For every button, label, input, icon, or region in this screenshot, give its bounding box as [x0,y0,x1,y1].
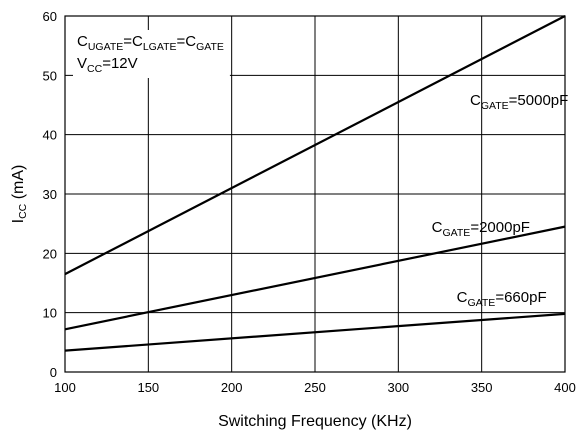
x-tick-label: 200 [221,380,243,395]
tick-labels: 100 150 200 250 300 350 400 0 10 20 30 40 50 60 [43,9,576,395]
conditions-box [73,30,230,78]
series-lines [64,15,566,352]
y-tick-label: 40 [43,128,57,143]
x-tick-label: 150 [137,380,159,395]
y-tick-label: 20 [43,246,57,261]
y-tick-label: 10 [43,306,57,321]
plot-frame [64,15,566,373]
y-axis-title-subscript: CC [17,203,29,219]
y-axis-title-unit: (mA) [10,165,27,204]
y-tick-label: 30 [43,187,57,202]
x-tick-label: 100 [54,380,76,395]
series-line [64,225,566,331]
y-axis-title-main: I [10,219,27,223]
y-tick-label: 60 [43,9,57,24]
x-axis-title: Switching Frequency (KHz) [218,413,412,430]
series-label: CGATE=2000pF [432,219,530,239]
x-tick-label: 350 [471,380,493,395]
y-tick-label: 0 [50,365,57,380]
conditions-line-2: VCC=12V [77,55,138,75]
x-tick-label: 250 [304,380,326,395]
grid [65,16,565,372]
y-axis-title: ICC (mA) [10,165,29,224]
series-label: CGATE=660pF [457,289,547,309]
x-tick-label: 300 [387,380,409,395]
conditions-line-1: CUGATE=CLGATE=CGATE [77,33,224,53]
series-label: CGATE=5000pF [470,92,568,112]
series-line [64,15,566,276]
x-tick-label: 400 [554,380,576,395]
y-tick-label: 50 [43,68,57,83]
series-line [64,312,566,352]
